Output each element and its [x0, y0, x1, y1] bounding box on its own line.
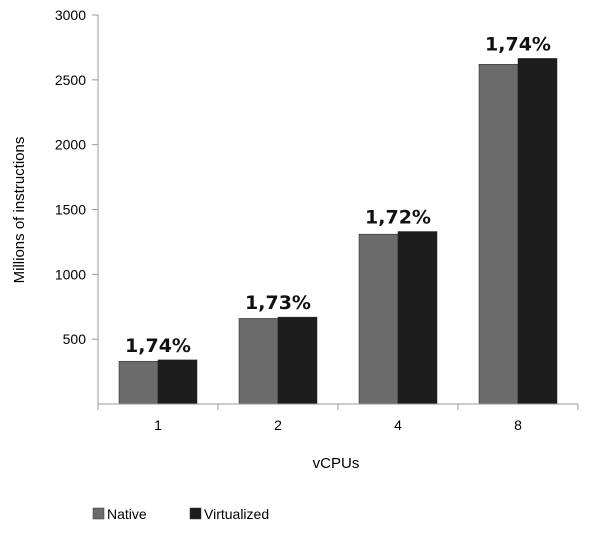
- y-tick-label: 2000: [55, 137, 86, 153]
- x-axis-ticks: 1 2 4 8: [97, 404, 579, 433]
- x-axis-title: vCPUs: [313, 455, 360, 472]
- bar-virtualized-4: [397, 231, 438, 405]
- legend-label-virtualized: Virtualized: [204, 506, 269, 522]
- y-axis-ticks: 500 1000 1500 2000 2500 3000: [55, 7, 98, 347]
- legend: Native Virtualized: [92, 506, 269, 522]
- bar-native-4: [358, 233, 399, 405]
- bar-virtualized-1: [157, 359, 198, 405]
- y-tick-label: 1500: [55, 202, 86, 218]
- legend-swatch-native: [92, 507, 105, 520]
- y-tick-label: 500: [63, 331, 87, 347]
- legend-swatch-virtualized: [189, 507, 202, 520]
- bar-virtualized-2: [277, 316, 318, 405]
- bar-annotation: 1,72%: [365, 207, 431, 229]
- y-tick-label: 2500: [55, 72, 86, 88]
- y-tick-label: 3000: [55, 7, 86, 23]
- bar-native-8: [478, 64, 519, 405]
- y-axis-title: Millions of instructions: [11, 137, 28, 284]
- x-tick-label: 8: [514, 417, 522, 433]
- x-tick-label: 1: [154, 417, 162, 433]
- bar-virtualized-8: [517, 58, 558, 405]
- bar-annotation: 1,74%: [125, 335, 191, 357]
- legend-label-native: Native: [107, 506, 147, 522]
- y-tick-label: 1000: [55, 266, 86, 282]
- bars: [118, 58, 558, 405]
- x-tick-label: 2: [274, 417, 282, 433]
- annotations: 1,74% 1,73% 1,72% 1,74%: [125, 33, 551, 356]
- x-tick-label: 4: [394, 417, 402, 433]
- bar-native-1: [118, 360, 159, 405]
- bar-annotation: 1,73%: [245, 292, 311, 314]
- bar-native-2: [238, 318, 279, 405]
- bar-annotation: 1,74%: [485, 33, 551, 55]
